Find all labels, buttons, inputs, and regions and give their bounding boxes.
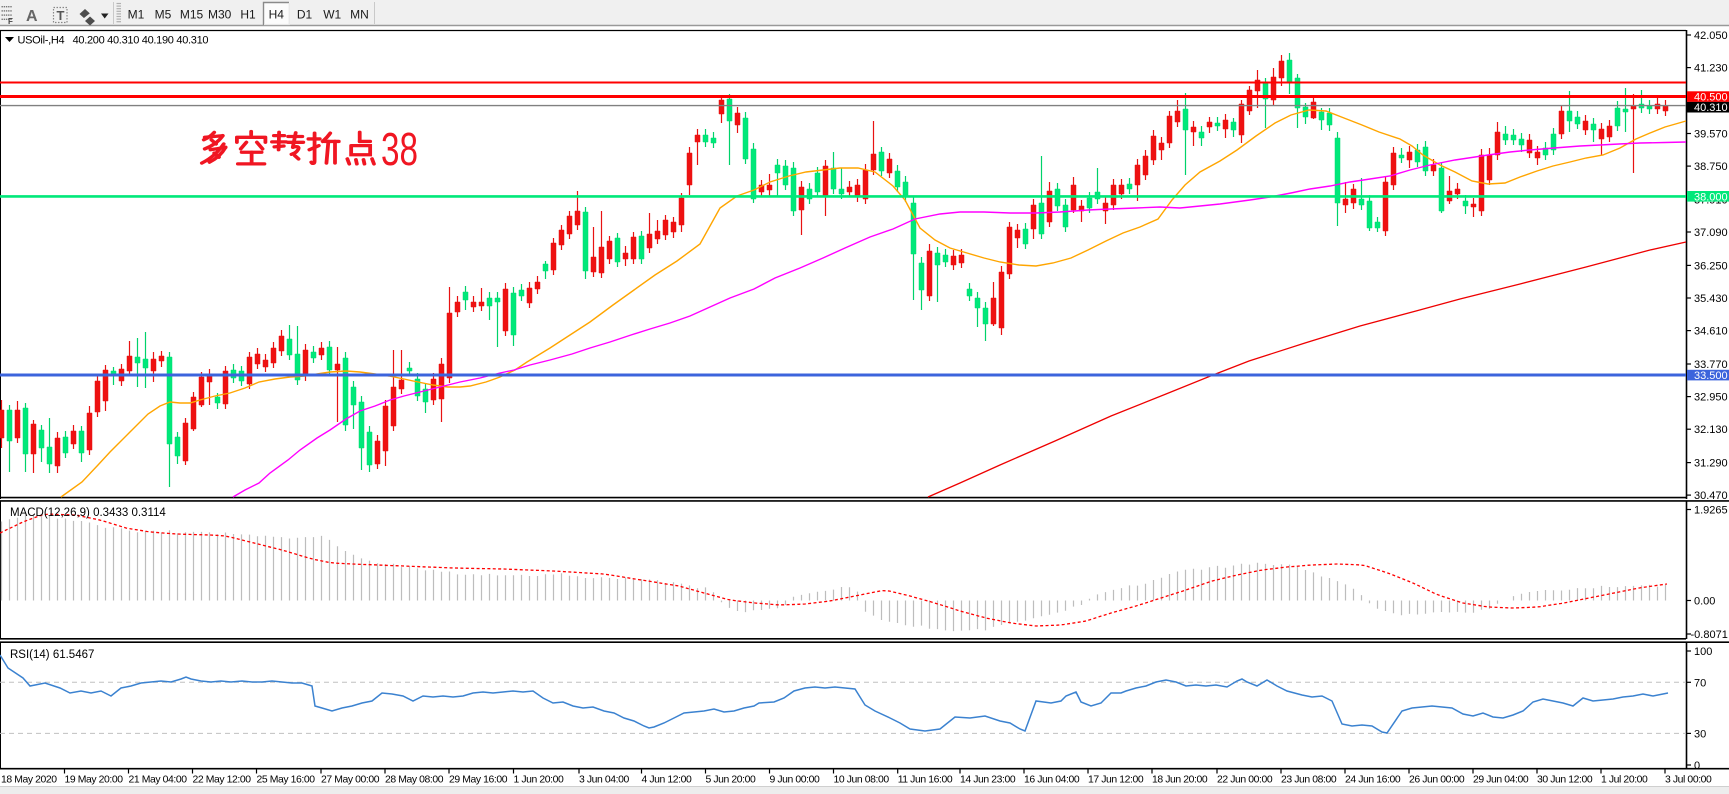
svg-text:38.750: 38.750 bbox=[1694, 161, 1728, 173]
svg-text:30 Jun 12:00: 30 Jun 12:00 bbox=[1537, 775, 1593, 786]
svg-text:1 Jun 20:00: 1 Jun 20:00 bbox=[514, 775, 565, 786]
svg-text:M30: M30 bbox=[208, 8, 232, 22]
svg-text:25 May 16:00: 25 May 16:00 bbox=[257, 775, 316, 786]
svg-text:37.090: 37.090 bbox=[1694, 227, 1728, 239]
svg-text:-0.8071: -0.8071 bbox=[1691, 629, 1728, 641]
svg-text:42.050: 42.050 bbox=[1694, 30, 1728, 42]
svg-text:27 May 00:00: 27 May 00:00 bbox=[321, 775, 380, 786]
svg-text:MN: MN bbox=[350, 8, 369, 22]
svg-text:USOil-,H4 40.200 40.310 40.1: USOil-,H4 40.200 40.310 40.190 40.310 bbox=[18, 35, 209, 47]
svg-text:3 Jul 00:00: 3 Jul 00:00 bbox=[1665, 775, 1712, 786]
svg-text:W1: W1 bbox=[323, 8, 341, 22]
svg-text:29 May 16:00: 29 May 16:00 bbox=[449, 775, 508, 786]
svg-text:41.230: 41.230 bbox=[1694, 63, 1728, 75]
svg-text:28 May 08:00: 28 May 08:00 bbox=[385, 775, 444, 786]
svg-text:MACD(12,26,9) 0.3433 0.3114: MACD(12,26,9) 0.3433 0.3114 bbox=[10, 507, 166, 519]
svg-text:M1: M1 bbox=[128, 8, 145, 22]
svg-text:30: 30 bbox=[1694, 728, 1706, 740]
svg-text:17 Jun 12:00: 17 Jun 12:00 bbox=[1088, 775, 1144, 786]
svg-text:3 Jun 04:00: 3 Jun 04:00 bbox=[579, 775, 630, 786]
svg-text:38.000: 38.000 bbox=[1694, 191, 1728, 203]
svg-text:33.770: 33.770 bbox=[1694, 359, 1728, 371]
svg-text:31.290: 31.290 bbox=[1694, 458, 1728, 470]
svg-text:A: A bbox=[26, 8, 38, 25]
svg-text:21 May 04:00: 21 May 04:00 bbox=[129, 775, 188, 786]
svg-text:30.470: 30.470 bbox=[1694, 490, 1728, 502]
svg-text:70: 70 bbox=[1694, 677, 1706, 689]
svg-text:H4: H4 bbox=[269, 8, 285, 22]
svg-text:1.9265: 1.9265 bbox=[1694, 505, 1728, 517]
svg-text:40.310: 40.310 bbox=[1694, 102, 1728, 114]
svg-text:24 Jun 16:00: 24 Jun 16:00 bbox=[1345, 775, 1401, 786]
svg-text:RSI(14) 61.5467: RSI(14) 61.5467 bbox=[10, 649, 94, 661]
svg-text:5 Jun 20:00: 5 Jun 20:00 bbox=[706, 775, 757, 786]
svg-text:22 Jun 00:00: 22 Jun 00:00 bbox=[1217, 775, 1273, 786]
svg-text:100: 100 bbox=[1694, 646, 1712, 658]
svg-text:34.610: 34.610 bbox=[1694, 326, 1728, 338]
svg-text:36.250: 36.250 bbox=[1694, 260, 1728, 272]
svg-text:38: 38 bbox=[381, 123, 418, 175]
svg-text:32.130: 32.130 bbox=[1694, 424, 1728, 436]
svg-text:40.500: 40.500 bbox=[1694, 92, 1728, 104]
svg-text:18 May 2020: 18 May 2020 bbox=[1, 775, 57, 786]
svg-text:29 Jun 04:00: 29 Jun 04:00 bbox=[1473, 775, 1529, 786]
svg-text:19 May 20:00: 19 May 20:00 bbox=[65, 775, 124, 786]
svg-text:H1: H1 bbox=[240, 8, 256, 22]
svg-text:M15: M15 bbox=[180, 8, 204, 22]
svg-text:4 Jun 12:00: 4 Jun 12:00 bbox=[642, 775, 693, 786]
svg-text:M5: M5 bbox=[155, 8, 172, 22]
svg-text:1 Jul 20:00: 1 Jul 20:00 bbox=[1601, 775, 1648, 786]
svg-text:0.00: 0.00 bbox=[1694, 596, 1715, 608]
svg-text:14 Jun 23:00: 14 Jun 23:00 bbox=[960, 775, 1016, 786]
svg-text:33.500: 33.500 bbox=[1694, 370, 1728, 382]
svg-text:F: F bbox=[8, 17, 13, 26]
svg-text:D1: D1 bbox=[297, 8, 313, 22]
svg-text:32.950: 32.950 bbox=[1694, 392, 1728, 404]
svg-text:9 Jun 00:00: 9 Jun 00:00 bbox=[770, 775, 821, 786]
svg-text:11 Jun 16:00: 11 Jun 16:00 bbox=[898, 775, 953, 786]
svg-text:23 Jun 08:00: 23 Jun 08:00 bbox=[1281, 775, 1337, 786]
svg-text:T: T bbox=[57, 8, 65, 23]
svg-text:26 Jun 00:00: 26 Jun 00:00 bbox=[1409, 775, 1465, 786]
svg-text:18 Jun 20:00: 18 Jun 20:00 bbox=[1152, 775, 1208, 786]
svg-text:22 May 12:00: 22 May 12:00 bbox=[193, 775, 252, 786]
svg-text:10 Jun 08:00: 10 Jun 08:00 bbox=[834, 775, 890, 786]
svg-text:0: 0 bbox=[1694, 760, 1700, 772]
svg-text:16 Jun 04:00: 16 Jun 04:00 bbox=[1024, 775, 1080, 786]
svg-text:39.570: 39.570 bbox=[1694, 129, 1728, 141]
svg-text:35.430: 35.430 bbox=[1694, 293, 1728, 305]
